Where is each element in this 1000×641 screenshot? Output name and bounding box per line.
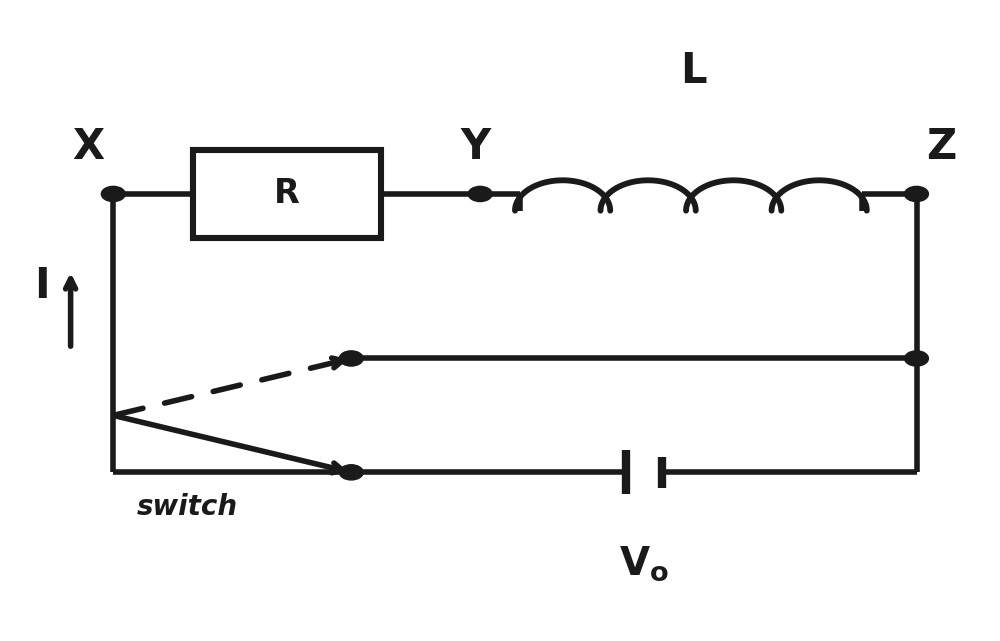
Circle shape: [905, 187, 928, 201]
Circle shape: [468, 187, 492, 201]
Text: $\mathbf{V_o}$: $\mathbf{V_o}$: [619, 545, 669, 583]
Text: X: X: [72, 126, 105, 167]
Text: Z: Z: [926, 126, 956, 167]
Circle shape: [101, 187, 125, 201]
Circle shape: [339, 465, 363, 480]
Text: L: L: [680, 49, 707, 92]
Circle shape: [339, 351, 363, 366]
Circle shape: [905, 351, 928, 366]
Bar: [193, 150, 381, 238]
Text: R: R: [274, 178, 300, 210]
Text: Y: Y: [460, 126, 490, 167]
Text: I: I: [34, 265, 50, 306]
Text: switch: switch: [137, 493, 238, 521]
